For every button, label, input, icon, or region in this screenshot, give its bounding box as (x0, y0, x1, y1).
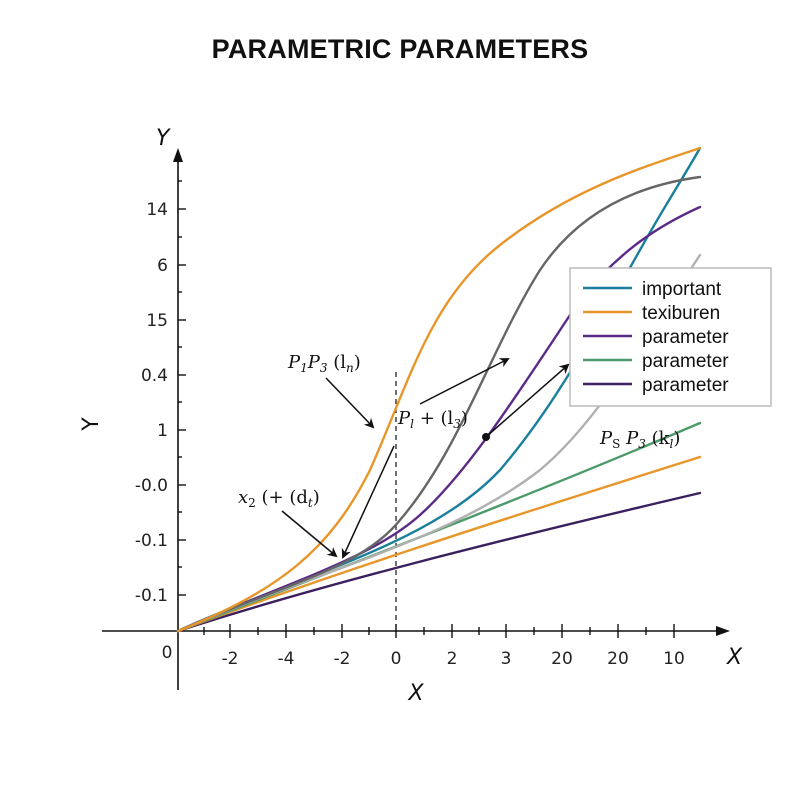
series-dark-purple-line (176, 491, 702, 633)
legend-item: texiburen (583, 303, 720, 324)
y-tick-label: 14 (146, 200, 168, 220)
x-tick-label: 10 (663, 649, 685, 669)
y-tick-label: -0.0 (135, 476, 168, 496)
legend-label: parameter (642, 375, 729, 396)
legend-item: parameter (583, 351, 729, 372)
arrow-dot (486, 363, 570, 437)
legend-item: parameter (583, 375, 729, 396)
annotation-x2-dt: x2 (+ (dt) (238, 487, 320, 510)
arrow-a1 (325, 377, 375, 429)
y-tick-label: -0.1 (135, 531, 168, 551)
legend-item: parameter (583, 327, 729, 348)
y-axis-top-label: Y (156, 126, 171, 151)
legend-label: important (642, 279, 722, 300)
arrow-a3 (281, 510, 338, 558)
y-tick-label: 1 (157, 421, 168, 441)
x-tick-label: -2 (222, 649, 239, 669)
y-tick-label: 0.4 (141, 366, 168, 386)
arrow-a2 (419, 358, 510, 405)
y-tick-label: 6 (157, 256, 168, 276)
y-tick-label: -0.1 (135, 586, 168, 606)
chart-title: PARAMETRIC PARAMETERS (211, 34, 589, 64)
legend-label: parameter (642, 351, 729, 372)
x-axis-title: X (407, 681, 424, 706)
x-tick-label: 2 (447, 649, 458, 669)
arrow-vertical (341, 445, 395, 559)
legend-item: important (583, 279, 722, 300)
series-orange-line (176, 455, 702, 633)
x-tick-label: -4 (278, 649, 295, 669)
annotation-arrows (281, 358, 570, 559)
x-tick-label: 20 (607, 649, 629, 669)
annotation-pl-l3: Pl + (l3) (397, 408, 468, 431)
legend: important texiburen parameter parameter … (569, 267, 772, 407)
series-texiburen-line (176, 146, 702, 633)
x-axis-end-label: X (726, 645, 743, 670)
y-axis-arrow-icon (173, 148, 183, 162)
x-tick-label: 20 (551, 649, 573, 669)
series-purple-line (176, 205, 702, 633)
annotation-p1p3: P1P3 (ln) (287, 352, 361, 375)
annotation-dot (482, 433, 490, 441)
x-tick-labels: -2 -4 -2 0 2 3 20 20 10 (222, 649, 685, 669)
series-gray-line (176, 175, 702, 633)
x-tick-label: -2 (334, 649, 351, 669)
y-tick-labels: 14 6 15 0.4 1 -0.0 -0.1 -0.1 0 (135, 200, 173, 663)
legend-label: parameter (642, 327, 729, 348)
y-tick-label: 15 (146, 311, 168, 331)
y-ticks (178, 180, 186, 596)
legend-label: texiburen (642, 303, 720, 324)
annotation-ps-p3: PS P3 (kl) (599, 428, 680, 451)
x-tick-label: 3 (501, 649, 512, 669)
x-axis-arrow-icon (716, 626, 730, 636)
y-axis-title: Y (79, 417, 104, 432)
origin-label: 0 (162, 643, 173, 663)
x-tick-label: 0 (391, 649, 402, 669)
